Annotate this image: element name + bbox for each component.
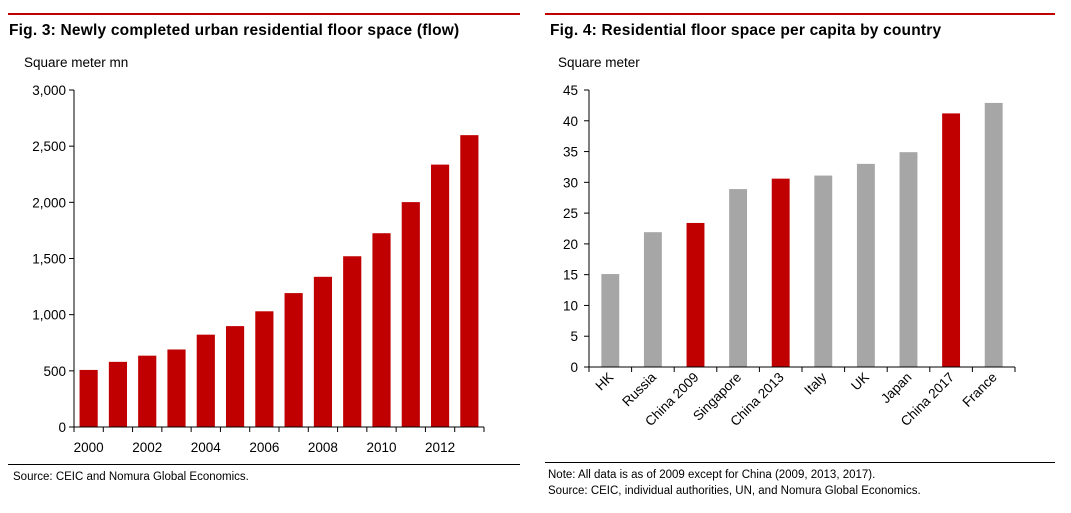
- y-tick-label: 25: [563, 206, 578, 221]
- y-tick-label: 15: [563, 268, 578, 283]
- y-tick-label: 45: [563, 83, 578, 98]
- x-tick-label: UK: [848, 370, 872, 394]
- x-tick-label: 2002: [132, 440, 162, 455]
- bar-2006: [255, 311, 274, 427]
- y-tick-label: 3,000: [32, 83, 66, 98]
- bar-france: [984, 102, 1003, 368]
- bar-2003: [167, 349, 186, 427]
- y-tick-label: 10: [563, 298, 578, 313]
- bar-2001: [108, 361, 128, 427]
- y-tick-label: 5: [570, 329, 578, 344]
- bar-singapore: [729, 189, 748, 367]
- x-tick-label: 2008: [308, 440, 338, 455]
- x-tick-label: 2006: [249, 440, 279, 455]
- y-tick-label: 0: [58, 420, 66, 435]
- x-tick-label: France: [959, 370, 999, 410]
- y-tick-label: 30: [563, 175, 578, 190]
- bar-2000: [79, 369, 98, 427]
- figure-4-source: Source: CEIC, individual authorities, UN…: [548, 485, 921, 497]
- figure-4-unit-label: Square meter: [558, 55, 640, 70]
- y-tick-label: 2,500: [32, 139, 66, 154]
- figure-3-unit-label: Square meter mn: [24, 55, 129, 70]
- y-tick-label: 2,000: [32, 195, 66, 210]
- x-tick-label: 2010: [366, 440, 396, 455]
- x-tick-label: HK: [593, 370, 617, 394]
- bar-russia: [643, 232, 662, 367]
- bar-hk: [601, 274, 620, 367]
- bar-2012: [430, 164, 450, 427]
- y-tick-label: 1,000: [32, 308, 66, 323]
- figure-3-title: Fig. 3: Newly completed urban residentia…: [9, 22, 460, 39]
- x-tick-label: 2012: [425, 440, 455, 455]
- figure-4-top-rule: [545, 13, 1055, 15]
- x-tick-label: Italy: [801, 369, 829, 397]
- figure-3-panel: Fig. 3: Newly completed urban residentia…: [0, 0, 525, 513]
- bar-2010: [372, 233, 391, 427]
- bar-2002: [138, 355, 157, 427]
- bar-china-2013: [771, 178, 790, 367]
- bar-2008: [313, 276, 333, 427]
- bar-2005: [225, 326, 245, 427]
- y-tick-label: 500: [43, 364, 66, 379]
- y-tick-label: 20: [563, 237, 578, 252]
- bar-italy: [814, 175, 833, 367]
- bar-china-2017: [942, 113, 961, 367]
- y-tick-label: 0: [570, 360, 578, 375]
- figure-3-bottom-rule: [8, 464, 520, 465]
- bar-japan: [899, 152, 918, 367]
- bar-2007: [284, 293, 303, 427]
- x-tick-label: 2000: [74, 440, 104, 455]
- bar-china-2009: [686, 222, 705, 367]
- x-tick-label: Japan: [878, 370, 915, 407]
- x-tick-label: Russia: [619, 369, 659, 409]
- y-tick-label: 1,500: [32, 252, 66, 267]
- y-tick-label: 35: [563, 145, 578, 160]
- figure-3-top-rule: [8, 13, 520, 15]
- figure-4-note: Note: All data is as of 2009 except for …: [548, 469, 876, 481]
- figure-3-source: Source: CEIC and Nomura Global Economics…: [13, 471, 249, 483]
- y-tick-label: 40: [563, 114, 578, 129]
- bar-uk: [856, 163, 875, 367]
- bar-2009: [343, 256, 362, 427]
- figure-4-title: Fig. 4: Residential floor space per capi…: [550, 22, 942, 39]
- figure-4-panel: Fig. 4: Residential floor space per capi…: [545, 0, 1071, 513]
- bar-2004: [196, 334, 215, 427]
- figure-4-bottom-rule: [545, 462, 1055, 463]
- bar-2013: [460, 135, 479, 427]
- x-tick-label: 2004: [191, 440, 222, 455]
- bar-2011: [401, 202, 420, 427]
- figure-3-chart: 0 500 1,000 1,500 2,000 2,500 3,000 2000 2002 200…: [32, 83, 485, 455]
